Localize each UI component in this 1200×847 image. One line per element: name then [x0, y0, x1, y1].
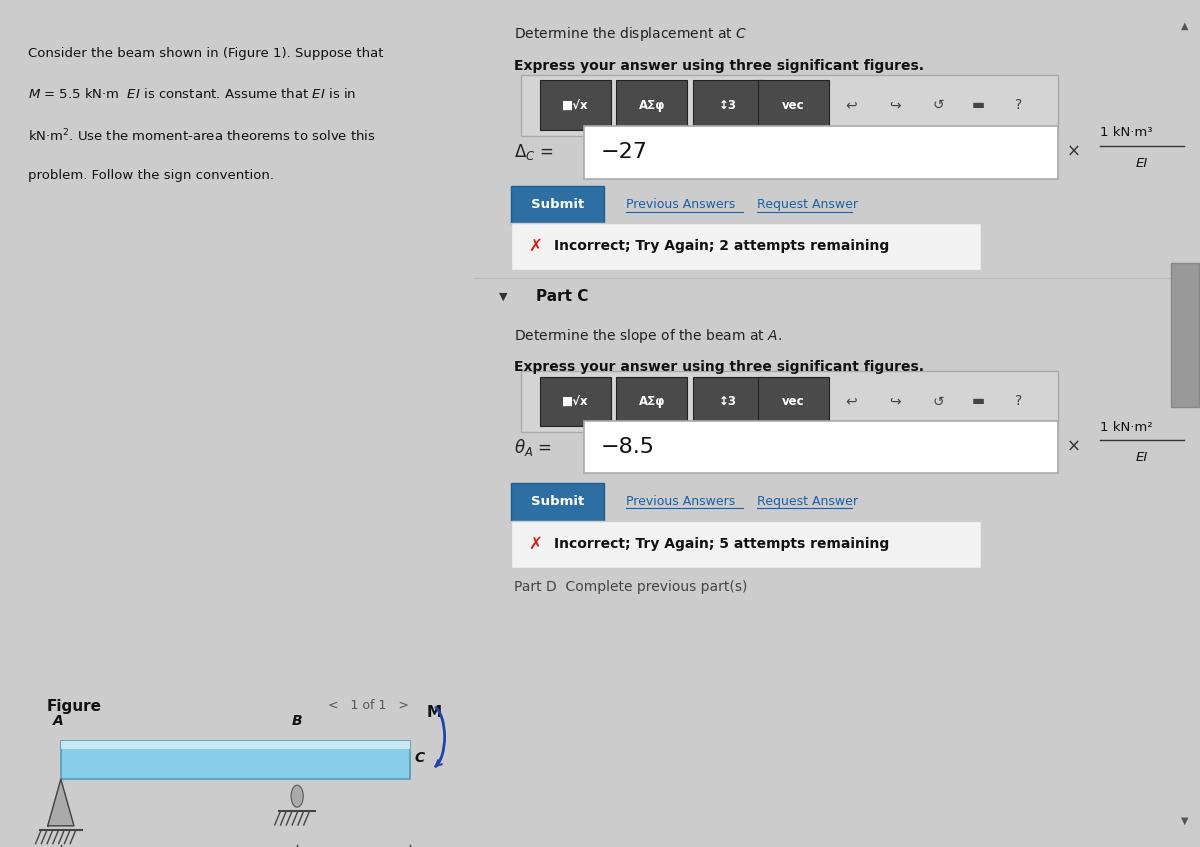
Text: 1 kN·m²: 1 kN·m²	[1100, 421, 1152, 434]
Text: Consider the beam shown in (Figure 1). Suppose that: Consider the beam shown in (Figure 1). S…	[28, 47, 384, 59]
FancyBboxPatch shape	[511, 223, 982, 270]
Text: Incorrect; Try Again; 2 attempts remaining: Incorrect; Try Again; 2 attempts remaini…	[554, 239, 889, 252]
Text: Submit: Submit	[530, 495, 584, 508]
Text: ?: ?	[1015, 98, 1022, 112]
Text: ▬: ▬	[972, 98, 985, 112]
Text: C: C	[414, 751, 425, 766]
FancyBboxPatch shape	[1171, 263, 1199, 407]
Text: <   1 of 1   >: < 1 of 1 >	[328, 699, 408, 711]
Text: ▬: ▬	[972, 395, 985, 408]
Text: Determine the displacement at $C$: Determine the displacement at $C$	[514, 25, 748, 43]
Polygon shape	[48, 779, 74, 826]
FancyBboxPatch shape	[617, 80, 688, 130]
Text: ↺: ↺	[932, 395, 944, 408]
Text: ↪: ↪	[889, 98, 901, 112]
Text: ▲: ▲	[1181, 21, 1189, 31]
FancyBboxPatch shape	[692, 377, 763, 426]
Text: −27: −27	[601, 142, 648, 163]
Text: ?: ?	[1015, 395, 1022, 408]
Text: vec: vec	[782, 395, 805, 408]
Bar	[61, 741, 409, 749]
FancyBboxPatch shape	[540, 377, 611, 426]
Text: Determine the slope of the beam at $A$.: Determine the slope of the beam at $A$.	[514, 327, 782, 345]
Text: Express your answer using three significant figures.: Express your answer using three signific…	[514, 360, 924, 374]
Text: ↺: ↺	[932, 98, 944, 112]
Text: kN·m$^2$. Use the moment-area theorems to solve this: kN·m$^2$. Use the moment-area theorems t…	[28, 128, 376, 145]
Text: ΑΣφ: ΑΣφ	[638, 98, 665, 112]
Text: EI: EI	[1135, 157, 1148, 169]
Text: 1 kN·m³: 1 kN·m³	[1100, 126, 1152, 139]
Text: Previous Answers: Previous Answers	[626, 198, 736, 212]
Text: M: M	[427, 705, 442, 720]
Text: ▼: ▼	[1181, 816, 1189, 826]
Text: Figure: Figure	[47, 699, 102, 714]
Text: −8.5: −8.5	[601, 437, 655, 457]
Text: Previous Answers: Previous Answers	[626, 495, 736, 508]
Text: $M$ = 5.5 kN·m  $EI$ is constant. Assume that $EI$ is in: $M$ = 5.5 kN·m $EI$ is constant. Assume …	[28, 87, 356, 102]
Text: ↪: ↪	[889, 395, 901, 408]
FancyBboxPatch shape	[758, 377, 829, 426]
FancyBboxPatch shape	[511, 186, 604, 225]
FancyBboxPatch shape	[583, 421, 1057, 473]
FancyBboxPatch shape	[521, 75, 1058, 136]
Text: Submit: Submit	[530, 198, 584, 212]
Text: EI: EI	[1135, 451, 1148, 464]
FancyBboxPatch shape	[511, 521, 982, 568]
FancyBboxPatch shape	[540, 80, 611, 130]
Text: Express your answer using three significant figures.: Express your answer using three signific…	[514, 59, 924, 74]
Text: $\times$: $\times$	[1067, 141, 1080, 160]
FancyBboxPatch shape	[617, 377, 688, 426]
Circle shape	[292, 785, 304, 807]
Text: ↕3: ↕3	[719, 395, 737, 408]
Text: $\times$: $\times$	[1067, 436, 1080, 455]
Text: vec: vec	[782, 98, 805, 112]
FancyBboxPatch shape	[758, 80, 829, 130]
Text: ▼: ▼	[499, 291, 508, 302]
Text: $\theta_A$ =: $\theta_A$ =	[514, 437, 552, 457]
Text: ΑΣφ: ΑΣφ	[638, 395, 665, 408]
Text: Request Answer: Request Answer	[757, 198, 858, 212]
Text: ■√x: ■√x	[563, 395, 589, 408]
Text: Part C: Part C	[535, 289, 588, 304]
FancyBboxPatch shape	[511, 483, 604, 522]
Text: problem. Follow the sign convention.: problem. Follow the sign convention.	[28, 169, 274, 181]
Text: A: A	[53, 713, 64, 728]
FancyBboxPatch shape	[521, 371, 1058, 432]
Text: $\Delta_C$ =: $\Delta_C$ =	[514, 142, 553, 163]
Text: ↩: ↩	[846, 395, 857, 408]
Text: Request Answer: Request Answer	[757, 495, 858, 508]
Text: Part D  Complete previous part(s): Part D Complete previous part(s)	[514, 580, 748, 595]
Text: Incorrect; Try Again; 5 attempts remaining: Incorrect; Try Again; 5 attempts remaini…	[554, 537, 889, 551]
Text: ■√x: ■√x	[563, 98, 589, 112]
Bar	[61, 741, 409, 779]
FancyBboxPatch shape	[692, 80, 763, 130]
Text: B: B	[292, 713, 302, 728]
Text: ↩: ↩	[846, 98, 857, 112]
FancyBboxPatch shape	[583, 126, 1057, 179]
Text: ✗: ✗	[528, 534, 542, 553]
Text: ✗: ✗	[528, 236, 542, 255]
Text: ↕3: ↕3	[719, 98, 737, 112]
